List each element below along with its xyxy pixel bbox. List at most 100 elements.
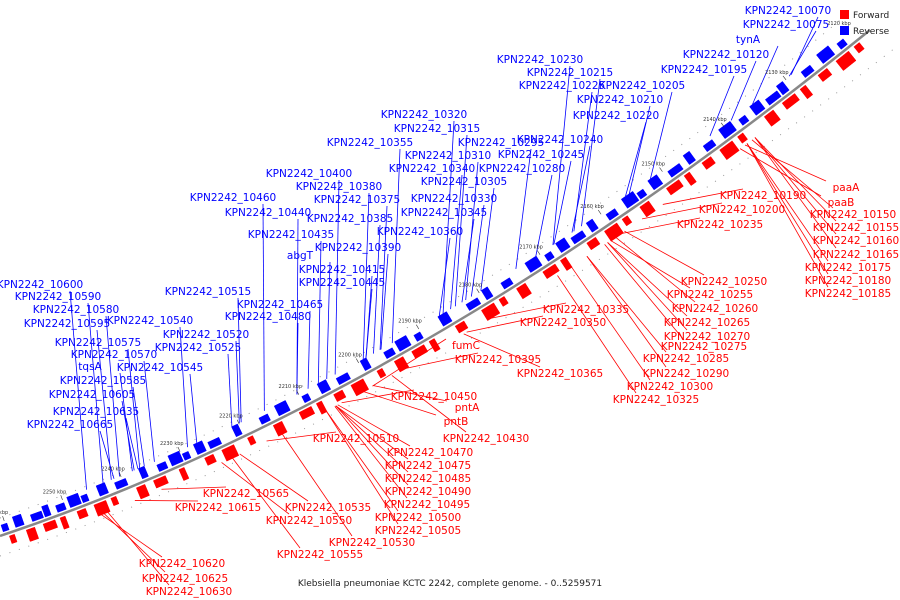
forward-gene xyxy=(153,475,169,489)
reverse-label-connector xyxy=(143,360,155,462)
forward-label-connector xyxy=(570,266,651,381)
forward-gene xyxy=(799,84,814,100)
reverse-label-connector xyxy=(788,30,817,77)
reverse-label-connector xyxy=(373,224,381,354)
reverse-label-connector xyxy=(470,204,485,297)
scale-tick xyxy=(782,75,787,81)
forward-gene xyxy=(817,67,833,82)
forward-label-connector xyxy=(103,512,166,573)
forward-label-connector xyxy=(335,405,409,486)
forward-gene-label: KPN2242_10200 xyxy=(699,204,785,216)
forward-gene-label: paaB xyxy=(828,197,855,209)
reverse-gene xyxy=(555,237,571,254)
reverse-gene xyxy=(0,522,10,533)
reverse-label-connector xyxy=(189,373,198,444)
reverse-gene-label: KPN2242_10605 xyxy=(49,389,135,401)
reverse-gene-label: KPN2242_10460 xyxy=(190,192,276,204)
reverse-gene-label: KPN2242_10465 xyxy=(237,299,323,311)
reverse-gene-label: KPN2242_10210 xyxy=(577,94,663,106)
forward-gene xyxy=(333,389,347,403)
forward-gene-label: KPN2242_10550 xyxy=(266,515,352,527)
forward-label-connector xyxy=(373,385,448,402)
reverse-gene xyxy=(301,393,312,404)
forward-gene-label: KPN2242_10175 xyxy=(805,262,891,274)
forward-gene-label: fumC xyxy=(452,340,480,352)
reverse-gene xyxy=(749,99,766,116)
reverse-gene xyxy=(816,45,836,64)
forward-gene xyxy=(42,519,59,533)
forward-label-connector xyxy=(266,431,337,442)
forward-gene xyxy=(665,179,684,196)
reverse-label-connector xyxy=(709,75,735,137)
forward-gene xyxy=(498,296,509,307)
forward-label-connector xyxy=(391,375,467,433)
forward-label-connector xyxy=(403,352,479,370)
forward-label-connector xyxy=(231,457,301,549)
reverse-gene xyxy=(316,379,332,395)
scale-tick-label: 2120 kbp xyxy=(827,21,851,27)
forward-gene xyxy=(542,263,560,280)
forward-gene-label: KPN2242_10260 xyxy=(672,303,758,315)
reverse-gene-label: KPN2242_10345 xyxy=(401,207,487,219)
scale-tick-label: 2220 kbp xyxy=(219,414,243,420)
reverse-gene-label: abgT xyxy=(287,250,314,262)
reverse-gene xyxy=(585,218,599,233)
reverse-gene-label: KPN2242_10280 xyxy=(479,163,565,175)
forward-label-connector xyxy=(615,236,696,303)
reverse-gene xyxy=(29,510,44,522)
forward-gene xyxy=(411,344,429,359)
forward-label-connector xyxy=(746,143,829,275)
reverse-gene xyxy=(480,286,494,301)
forward-label-connector xyxy=(335,405,409,460)
forward-gene xyxy=(393,356,410,373)
reverse-gene-label: KPN2242_10545 xyxy=(117,362,203,374)
reverse-gene xyxy=(836,38,848,50)
reverse-gene xyxy=(80,493,90,504)
reverse-gene-label: KPN2242_10665 xyxy=(27,419,113,431)
reverse-label-connector xyxy=(69,290,87,490)
reverse-gene xyxy=(437,311,453,327)
reverse-gene xyxy=(137,465,149,480)
forward-gene xyxy=(76,508,89,520)
reverse-gene-label: KPN2242_10600 xyxy=(0,279,83,291)
forward-label-connector xyxy=(337,404,411,447)
reverse-gene xyxy=(231,423,243,438)
reverse-gene-label: KPN2242_10415 xyxy=(299,264,385,276)
reverse-gene-label: KPN2242_10585 xyxy=(60,375,146,387)
forward-label-connector xyxy=(335,405,409,473)
forward-gene xyxy=(25,526,39,542)
forward-gene xyxy=(9,533,18,544)
reverse-gene xyxy=(114,478,129,490)
forward-label-connector xyxy=(641,202,723,220)
reverse-features xyxy=(0,38,848,533)
forward-gene xyxy=(298,406,316,420)
forward-label-connector xyxy=(610,240,691,289)
reverse-gene-label: KPN2242_10540 xyxy=(107,315,193,327)
forward-gene xyxy=(853,42,865,54)
forward-gene-label: KPN2242_10630 xyxy=(146,586,232,598)
forward-gene-label: KPN2242_10190 xyxy=(720,190,806,202)
forward-label-connector xyxy=(239,453,309,502)
reverse-gene-label: KPN2242_10445 xyxy=(299,277,385,289)
forward-gene xyxy=(683,171,697,186)
forward-gene-label: KPN2242_10350 xyxy=(520,317,606,329)
forward-label-connector xyxy=(754,137,837,235)
reverse-gene-label: KPN2242_10075 xyxy=(743,19,829,31)
scale-ticks: 2120 kbp 2130 kbp 2140 kbp 2150 kbp 2160 kbp… xyxy=(0,21,851,521)
forward-gene-label: KPN2242_10335 xyxy=(543,304,629,316)
forward-label-connector xyxy=(107,511,170,586)
forward-label-connector xyxy=(100,513,163,558)
reverse-gene-label: KPN2242_10595 xyxy=(24,318,110,330)
scale-tick-label: 2260 kbp xyxy=(0,510,8,516)
reverse-label-connector xyxy=(379,205,388,350)
forward-gene xyxy=(586,236,601,251)
forward-label-connector xyxy=(362,391,437,416)
forward-gene xyxy=(59,515,70,530)
scale-tick xyxy=(476,288,480,294)
forward-label-connector xyxy=(607,242,688,331)
reverse-gene-label: KPN2242_10225 xyxy=(519,80,605,92)
reverse-gene-label: KPN2242_10340 xyxy=(389,163,475,175)
legend-forward-swatch xyxy=(840,10,849,19)
scale-tick xyxy=(60,495,63,501)
reverse-gene-label: KPN2242_10330 xyxy=(411,193,497,205)
